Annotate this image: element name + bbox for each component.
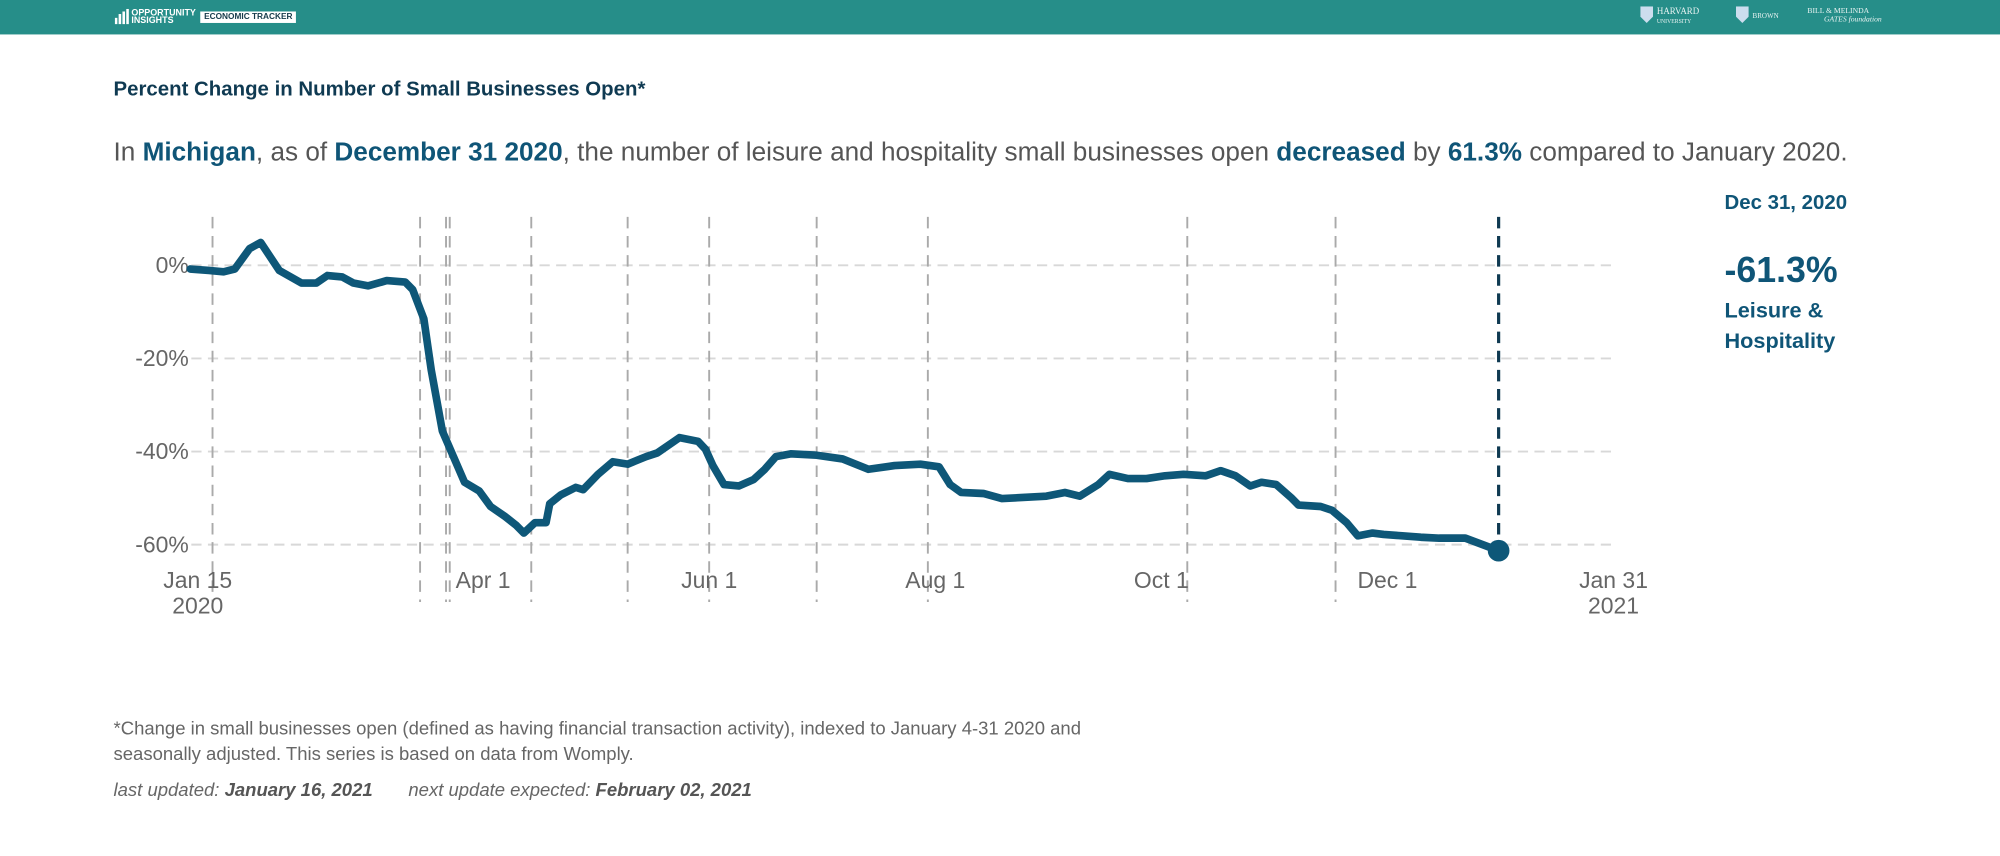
update-label: next update expected: xyxy=(408,780,591,802)
partner-line: UNIVERSITY xyxy=(1656,17,1692,25)
series-line xyxy=(186,238,1503,555)
headline: In Michigan, as of December 31 2020, the… xyxy=(114,138,1848,169)
headline-part: , the number of leisure and hospitality … xyxy=(562,137,1277,168)
headline-part: decreased xyxy=(1276,137,1406,168)
update: next update expected: February 02, 2021 xyxy=(408,781,751,801)
y-tick-label: -40% xyxy=(135,438,189,464)
brand-line: INSIGHTS xyxy=(131,16,174,26)
partner-line: GATES foundation xyxy=(1823,16,1882,25)
footnote: *Change in small businesses open (define… xyxy=(113,719,1081,766)
x-tick-label: Jan 15 xyxy=(163,567,232,593)
headline-part: Michigan xyxy=(142,137,256,168)
update-label: last updated: xyxy=(113,780,220,802)
x-tick-label: Jan 31 xyxy=(1579,567,1648,593)
y-tick-label: 0% xyxy=(156,252,189,278)
y-tick-label: -60% xyxy=(135,531,189,557)
product-badge[interactable]: ECONOMIC TRACKER xyxy=(200,11,297,23)
headline-part: December 31 2020 xyxy=(334,137,563,168)
x-tick-label: Dec 1 xyxy=(1357,567,1417,593)
update-date: January 16, 2021 xyxy=(224,780,373,802)
headline-part: compared to January 2020. xyxy=(1522,137,1848,168)
x-tick-label: Apr 1 xyxy=(456,567,511,593)
partner-line: BILL & MELINDA xyxy=(1807,7,1870,16)
update: last updated: January 16, 2021 xyxy=(114,781,373,801)
harvard-icon xyxy=(1640,6,1654,23)
x-tick-label: Jun 1 xyxy=(681,567,737,593)
end-value-label: -61.3% xyxy=(1724,249,1838,290)
chart-title: Percent Change in Number of Small Busine… xyxy=(113,79,646,101)
headline-part: by xyxy=(1405,137,1448,168)
end-date-label: Dec 31, 2020 xyxy=(1724,192,1848,215)
headline-part: , as of xyxy=(255,137,335,168)
brand-icon xyxy=(114,8,129,25)
headline-part: In xyxy=(113,137,143,168)
x-tick-year: 2021 xyxy=(1588,593,1639,619)
x-tick-year: 2020 xyxy=(172,593,223,619)
y-tick-label: -20% xyxy=(135,345,189,371)
x-tick-label: Oct 1 xyxy=(1134,567,1189,593)
brown-icon xyxy=(1735,6,1749,23)
update-date: February 02, 2021 xyxy=(595,780,752,802)
top-bar: OPPORTUNITY INSIGHTS ECONOMIC TRACKER HA… xyxy=(0,0,2000,35)
brand-line: OPPORTUNITY xyxy=(131,8,196,18)
x-tick-label: Aug 1 xyxy=(905,567,965,593)
end-point xyxy=(1487,539,1510,562)
series-name: Leisure & Hospitality xyxy=(1724,298,1836,354)
partner-line: BROWN xyxy=(1752,12,1779,21)
updates: last updated: January 16, 2021 next updat… xyxy=(114,781,752,801)
partner-line: HARVARD xyxy=(1656,6,1700,17)
headline-part: 61.3% xyxy=(1447,137,1523,168)
